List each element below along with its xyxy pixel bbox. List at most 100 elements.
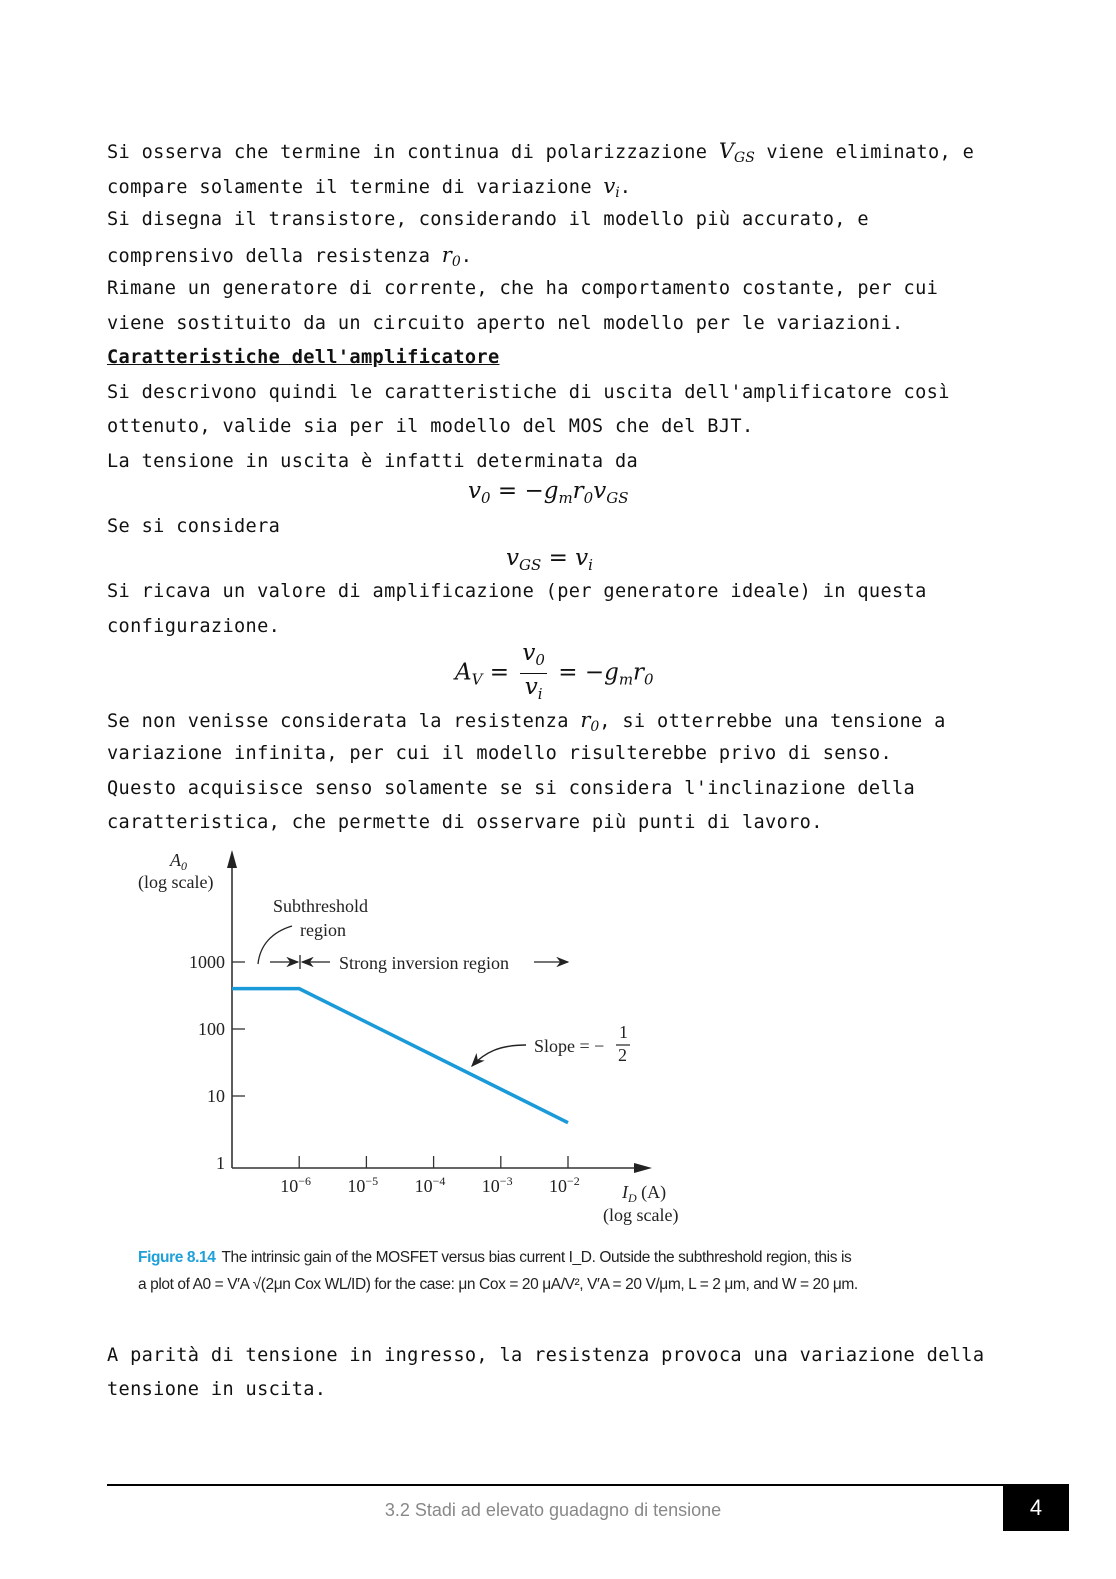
eq-sub: i	[588, 556, 593, 574]
eq-term: A	[455, 659, 472, 686]
eq-term: v	[524, 674, 538, 700]
text-run: Se non venisse considerata la resistenza	[107, 711, 581, 732]
eq-sub: GS	[606, 489, 629, 507]
eq-term: r	[572, 478, 584, 504]
text-line: Questo acquisisce senso solamente se si …	[107, 772, 915, 806]
section-heading: Caratteristiche dell'amplificatore	[107, 347, 500, 368]
figure-label: Figure 8.14	[138, 1249, 216, 1266]
gain-series-line	[232, 986, 569, 1125]
text-line: tensione in uscita.	[107, 1373, 326, 1407]
text-run: variazione infinita, per cui il modello …	[107, 743, 893, 764]
text-line: Si descrivono quindi le caratteristiche …	[107, 376, 950, 410]
text-line: caratteristica, che permette di osservar…	[107, 806, 823, 840]
math-subscript: 0	[590, 719, 600, 735]
x-tick-label: 10−2	[549, 1174, 580, 1196]
annotation-strong-inversion: Strong inversion region	[339, 953, 509, 973]
slope-pointer-arrow	[471, 1044, 527, 1068]
gain-vs-current-chart: 10−6 10−5 10−4 10−3 10−2 1 10 100 1000 A0 (log s…	[138, 850, 678, 1226]
y-tick-label: 1000	[189, 952, 225, 972]
x-tick-label: 10−4	[415, 1174, 446, 1196]
eq-term: = v	[541, 545, 589, 571]
text-run: La tensione in uscita è infatti determin…	[107, 451, 639, 472]
annotation-slope: Slope = −	[534, 1036, 604, 1056]
text-line: viene sostituito da un circuito aperto n…	[107, 307, 904, 341]
text-run: Si osserva che termine in continua di po…	[107, 142, 719, 163]
annotation-region: region	[300, 920, 346, 940]
inline-math: r0	[580, 708, 600, 735]
text-run: viene sostituito da un circuito aperto n…	[107, 313, 904, 334]
x-tick-label: 10−5	[347, 1174, 378, 1196]
text-line: ottenuto, valide sia per il modello del …	[107, 410, 754, 444]
equation-gain: AV = v0 vi = −gmr0	[455, 640, 654, 707]
text-run: comprensivo della resistenza	[107, 246, 442, 267]
text-line: La tensione in uscita è infatti determin…	[107, 445, 638, 479]
text-run: caratteristica, che permette di osservar…	[107, 812, 823, 833]
eq-sub: 0	[644, 670, 654, 689]
footer-divider	[107, 1484, 1007, 1486]
eq-sub: 0	[535, 651, 545, 669]
text-line: variazione infinita, per cui il modello …	[107, 737, 892, 771]
caption-line-2: a plot of A0 = V′A √(2μn Cox WL/ID) for …	[138, 1276, 858, 1293]
text-line: compare solamente il termine di variazio…	[107, 169, 631, 203]
eq-sub: m	[558, 489, 573, 507]
text-line: Rimane un generatore di corrente, che ha…	[107, 272, 938, 306]
text-run: configurazione.	[107, 616, 281, 637]
x-tick-label: 10−6	[280, 1174, 311, 1196]
text-line: Si osserva che termine in continua di po…	[107, 134, 974, 168]
text-line: configurazione.	[107, 610, 280, 644]
slope-numerator: 1	[619, 1022, 628, 1042]
text-line: Si ricava un valore di amplificazione (p…	[107, 575, 927, 609]
math-subscript: GS	[734, 150, 755, 166]
x-axis-label: ID (A)	[621, 1182, 666, 1205]
eq-term: v	[506, 545, 519, 571]
text-run: A parità di tensione in ingresso, la res…	[107, 1345, 985, 1366]
math-subscript: 0	[451, 254, 461, 270]
text-run: .	[460, 246, 473, 267]
eq-term: v	[522, 640, 536, 666]
text-line: Caratteristiche dell'amplificatore	[107, 341, 500, 375]
text-run: Questo acquisisce senso solamente se si …	[107, 778, 916, 799]
fraction: v0 vi	[520, 640, 547, 707]
text-run: ottenuto, valide sia per il modello del …	[107, 416, 754, 437]
eq-term: r	[633, 659, 645, 686]
y-axis-arrow	[227, 850, 237, 868]
y-tick-label: 100	[198, 1019, 225, 1039]
eq-sub: m	[618, 670, 634, 689]
text-run: tensione in uscita.	[107, 1379, 327, 1400]
page-number: 4	[1003, 1484, 1069, 1531]
caption-line-1: Figure 8.14 The intrinsic gain of the MOS…	[138, 1244, 968, 1271]
subthreshold-pointer-arrow	[257, 925, 293, 965]
eq-term: = −g	[490, 478, 559, 504]
x-tick-label: 10−3	[482, 1174, 513, 1196]
inline-math: VGS	[718, 139, 755, 166]
figure-caption: Figure 8.14 The intrinsic gain of the MOS…	[138, 1244, 968, 1298]
denominator: vi	[520, 674, 547, 707]
inline-math: r0	[441, 243, 461, 270]
eq-term: v	[468, 478, 481, 504]
math-subscript: i	[615, 185, 620, 201]
y-tick-label: 10	[207, 1086, 225, 1106]
x-axis-scale-label: (log scale)	[603, 1205, 678, 1226]
eq-sub: GS	[519, 556, 542, 574]
text-run: Si descrivono quindi le caratteristiche …	[107, 382, 950, 403]
equation-vgs: vGS = vi	[506, 545, 593, 574]
text-line: comprensivo della resistenza r0.	[107, 238, 472, 272]
y-tick-label: 1	[216, 1153, 225, 1173]
eq-term: v	[593, 478, 607, 504]
slope-denominator: 2	[618, 1045, 627, 1065]
annotation-subthreshold: Subthreshold	[273, 896, 368, 916]
x-axis-arrow	[634, 1163, 652, 1173]
text-line: Se non venisse considerata la resistenza…	[107, 703, 946, 737]
text-run: , si otterrebbe una tensione a	[599, 711, 946, 732]
eq-sub: 0	[481, 489, 491, 507]
equation-output-voltage: v0 = −gmr0vGS	[468, 478, 628, 507]
text-run: viene eliminato, e	[754, 142, 975, 163]
text-run: .	[619, 177, 632, 198]
text-run: compare solamente il termine di variazio…	[107, 177, 604, 198]
text-run: Se si considera	[107, 516, 281, 537]
numerator: v0	[520, 640, 547, 674]
text-run: Si disegna il transistore, considerando …	[107, 209, 869, 230]
eq-term: = −g	[550, 659, 619, 686]
eq-term: =	[482, 659, 517, 686]
text-line: A parità di tensione in ingresso, la res…	[107, 1339, 984, 1373]
